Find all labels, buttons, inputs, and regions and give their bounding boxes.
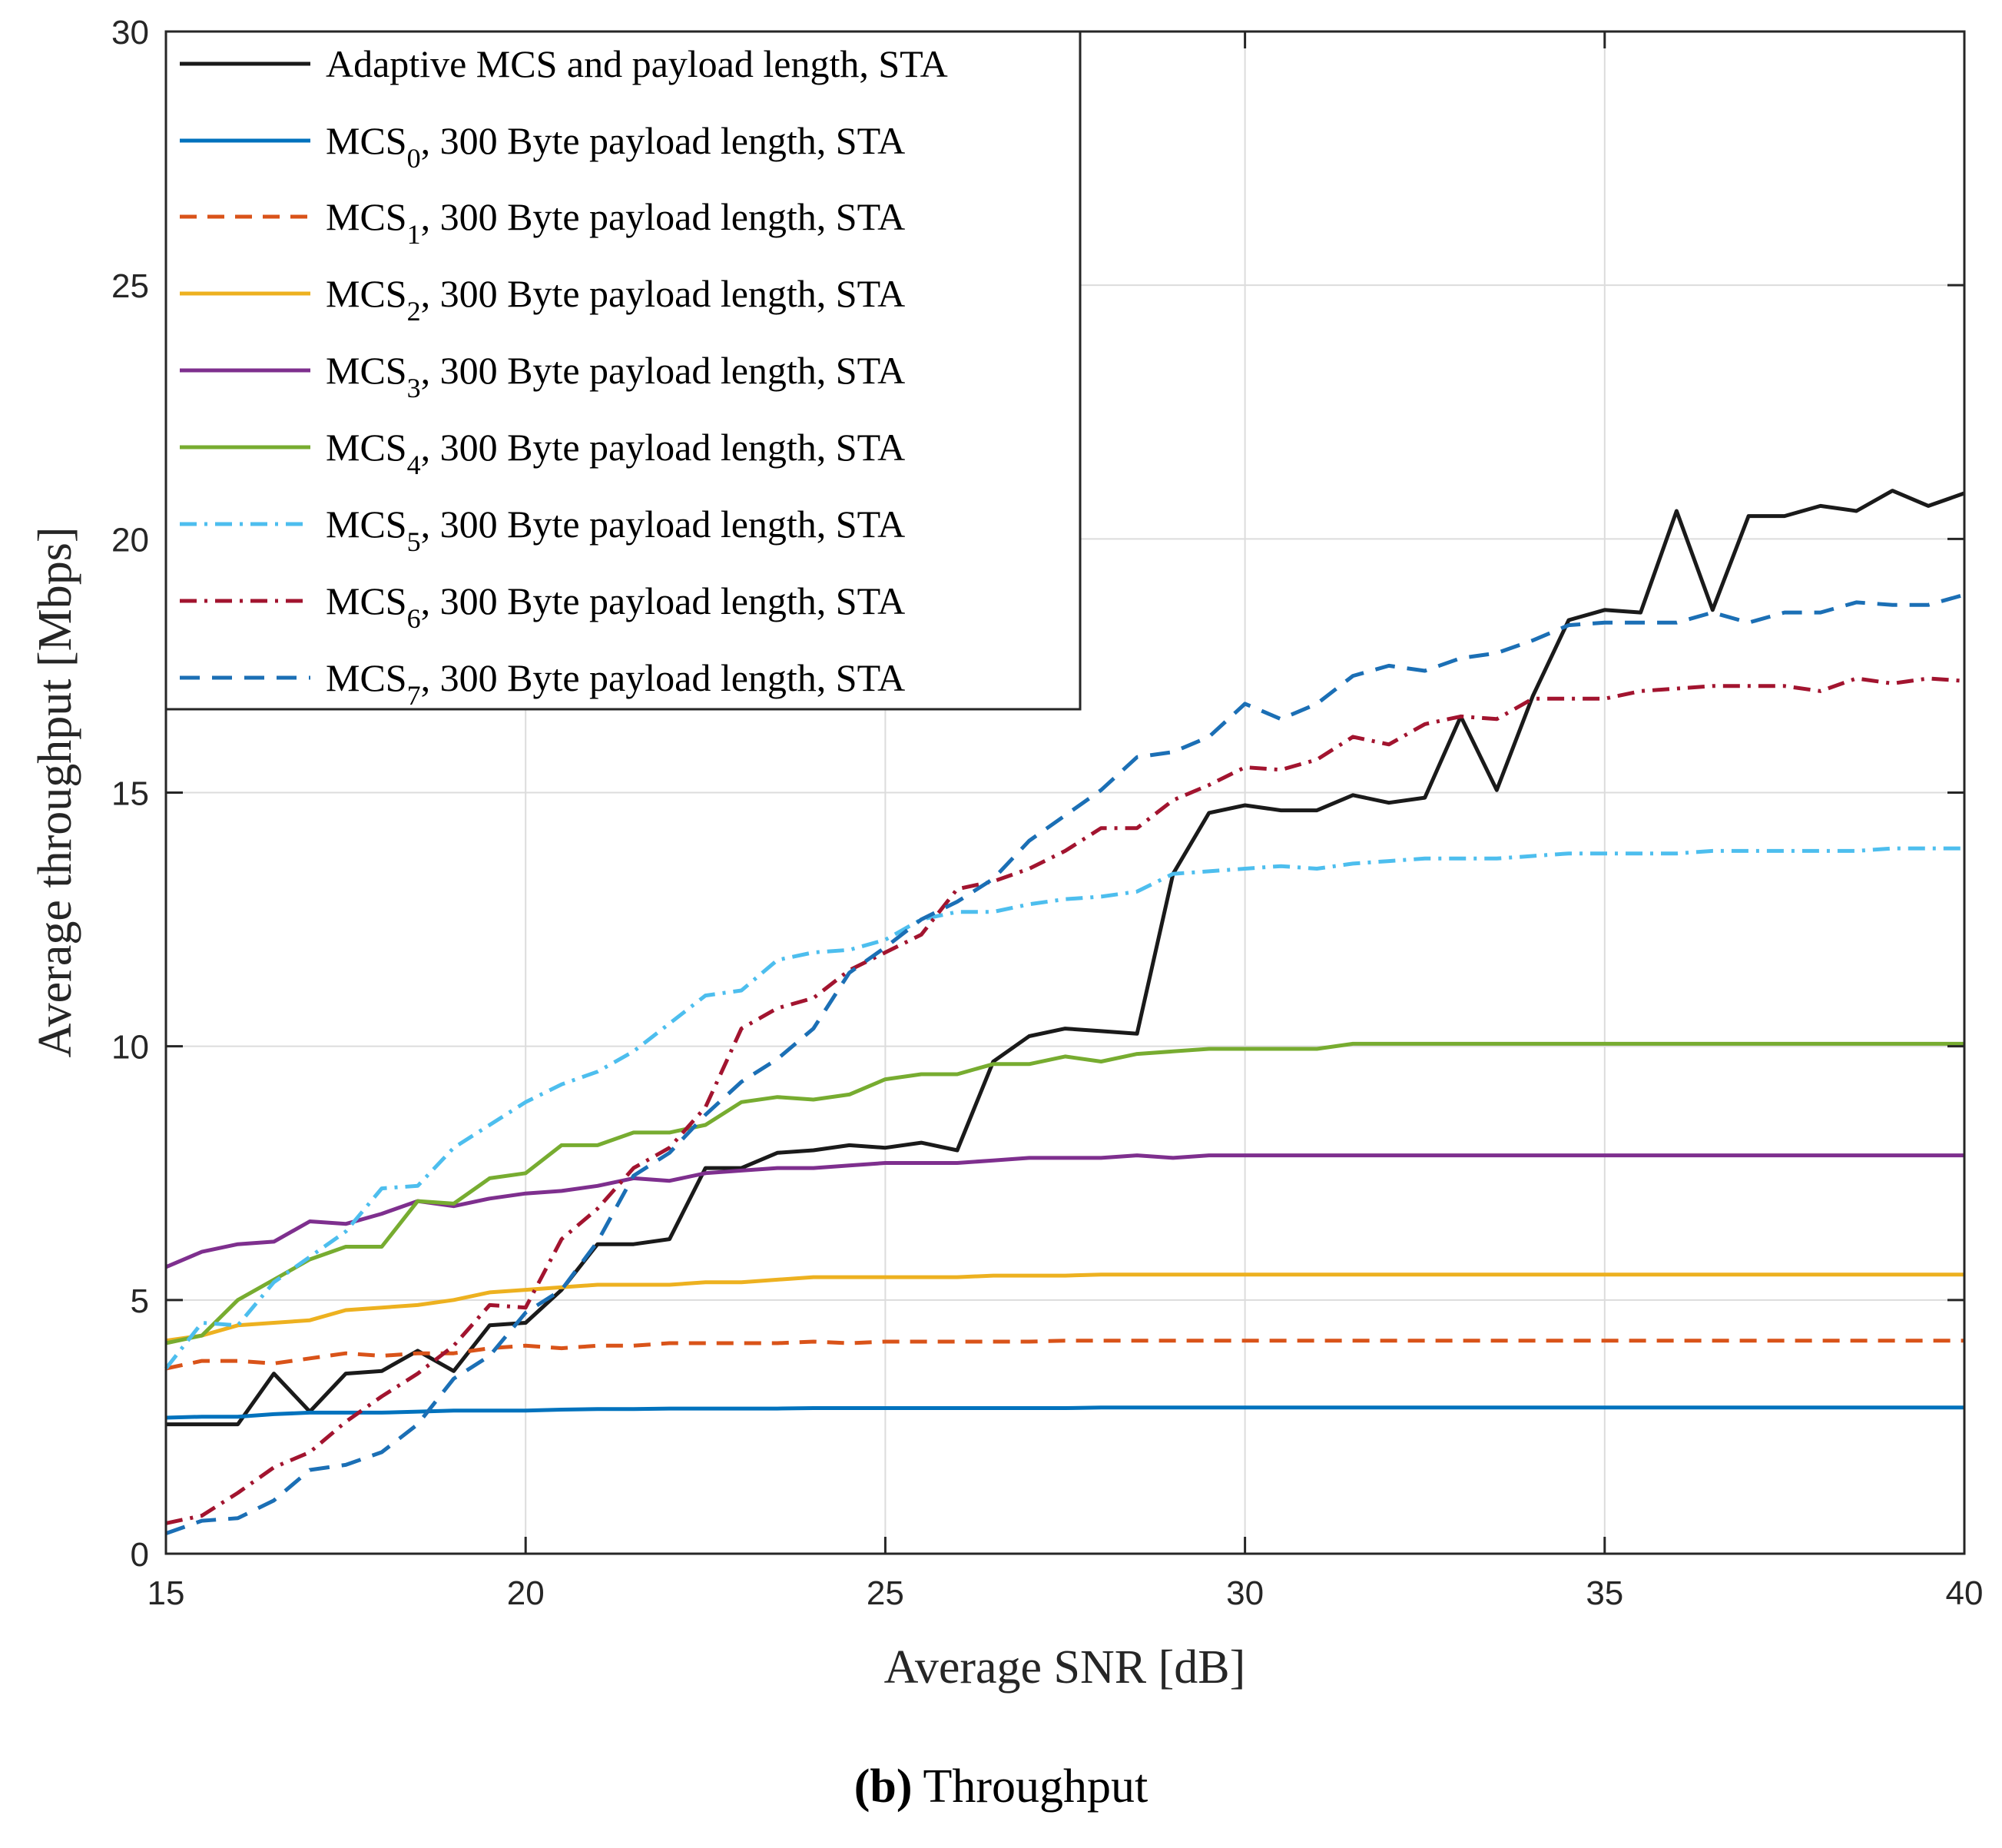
series-line-8 [165,592,1965,1535]
legend-entry-label: MCS [326,579,407,622]
legend-entry-label: MCS [326,272,407,315]
caption-text: Throughput [923,1760,1148,1813]
y-tick-label: 15 [111,775,149,813]
legend-entry-label: Adaptive MCS and payload length, STA [326,42,948,85]
legend-entry-subscript: 6 [407,603,421,634]
legend-entry-subscript: 1 [407,219,421,250]
x-tick-label: 40 [1946,1574,1984,1612]
y-tick-label: 10 [111,1029,149,1067]
y-tick-label: 30 [111,14,149,51]
y-tick-label: 20 [111,521,149,559]
legend-entry-subscript: 2 [407,296,421,327]
legend-entry-7: MCS6, 300 Byte payload length, STA [326,579,905,634]
series-line-2 [165,1339,1964,1371]
y-tick-label: 0 [131,1536,149,1574]
series-line-1 [165,1405,1964,1420]
x-axis-title: Average SNR [dB] [884,1641,1246,1694]
legend-entry-rest: , 300 Byte payload length, STA [421,503,906,546]
y-tick-labels: 0 5 10 15 20 25 30 [111,14,149,1574]
x-tick-label: 15 [147,1574,185,1612]
series-line-0 [166,489,1965,1427]
y-axis-title: Average throughput [Mbps] [29,526,81,1057]
legend-box [164,30,1082,711]
legend-entry-2: MCS1, 300 Byte payload length, STA [326,195,905,250]
legend-entry-label: MCS [326,426,407,469]
x-tick-label: 35 [1586,1574,1623,1612]
legend-entry-rest: , 300 Byte payload length, STA [421,195,906,238]
legend-entry-label: MCS [326,349,407,392]
legend-entry-subscript: 7 [407,680,421,711]
legend: Adaptive MCS and payload length, STAMCS0… [164,30,1082,711]
x-tick-label: 20 [507,1574,545,1612]
legend-entry-rest: , 300 Byte payload length, STA [421,579,906,622]
legend-entry-rest: , 300 Byte payload length, STA [421,426,906,469]
legend-entry-6: MCS5, 300 Byte payload length, STA [326,503,905,557]
legend-entry-subscript: 5 [407,526,421,557]
legend-entry-label: MCS [326,503,407,546]
legend-entry-5: MCS4, 300 Byte payload length, STA [326,426,905,480]
series-line-7 [165,676,1965,1525]
legend-entry-0: Adaptive MCS and payload length, STA [326,42,948,85]
legend-entry-label: MCS [326,656,407,699]
caption-label: (b) [854,1760,913,1813]
x-tick-labels: 15 20 25 30 35 40 [147,1574,1984,1612]
figure-caption: (b) Throughput [854,1760,1148,1813]
x-tick-label: 30 [1226,1574,1264,1612]
legend-entry-subscript: 0 [407,143,421,174]
legend-entry-1: MCS0, 300 Byte payload length, STA [326,119,905,174]
series-line-3 [165,1272,1964,1343]
legend-entry-rest: , 300 Byte payload length, STA [421,656,906,699]
y-tick-label: 5 [131,1282,149,1320]
x-tick-label: 25 [867,1574,904,1612]
legend-entry-subscript: 3 [407,373,421,403]
legend-entry-4: MCS3, 300 Byte payload length, STA [326,349,905,403]
legend-entry-3: MCS2, 300 Byte payload length, STA [326,272,905,327]
series-lines [164,489,1965,1535]
legend-entry-label: MCS [326,119,407,162]
legend-entry-rest: , 300 Byte payload length, STA [421,349,906,392]
series-line-4 [165,1153,1964,1269]
series-line-6 [164,846,1964,1370]
legend-entry-label: MCS [326,195,407,238]
legend-entry-subscript: 4 [407,450,421,480]
legend-entry-rest: , 300 Byte payload length, STA [421,272,906,315]
legend-entry-8: MCS7, 300 Byte payload length, STA [326,656,905,711]
series-line-5 [165,1041,1964,1345]
legend-entry-rest: , 300 Byte payload length, STA [421,119,906,162]
y-tick-label: 25 [111,267,149,305]
